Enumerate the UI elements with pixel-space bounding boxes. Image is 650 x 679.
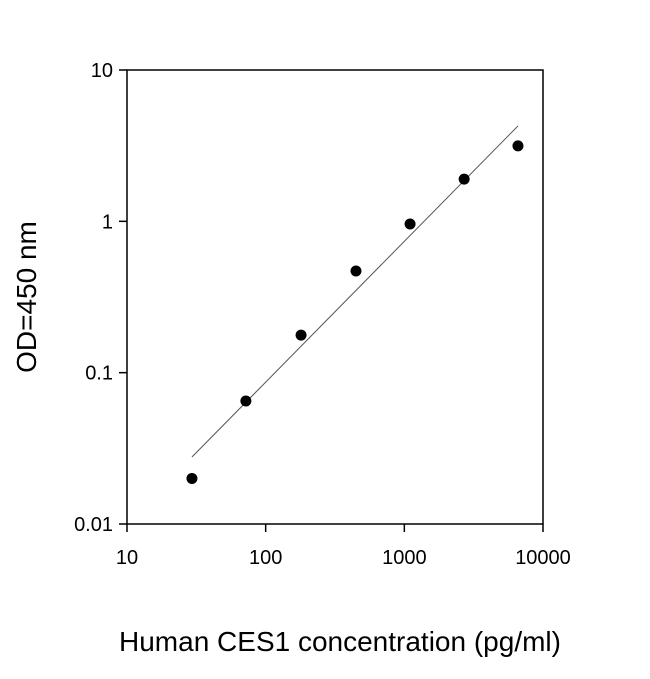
x-tick-label: 10 <box>116 547 138 569</box>
data-point <box>350 265 362 277</box>
data-point <box>512 140 524 152</box>
x-tick-label: 100 <box>249 547 282 569</box>
y-tick-label: 0.1 <box>85 363 113 385</box>
data-point <box>295 329 307 341</box>
x-axis-title: Human CES1 concentration (pg/ml) <box>119 626 561 657</box>
fit-line <box>191 125 519 458</box>
y-tick-label: 1 <box>102 211 113 233</box>
x-tick-label: 1000 <box>382 547 427 569</box>
data-point <box>404 218 416 230</box>
data-point <box>240 395 252 407</box>
data-point <box>458 173 470 185</box>
y-axis-title: OD=450 nm <box>11 221 42 373</box>
y-tick-label: 0.01 <box>74 514 113 536</box>
x-tick-label: 10000 <box>515 547 571 569</box>
y-tick-label: 10 <box>91 60 113 82</box>
plot-frame <box>126 69 544 525</box>
data-point <box>186 472 198 484</box>
